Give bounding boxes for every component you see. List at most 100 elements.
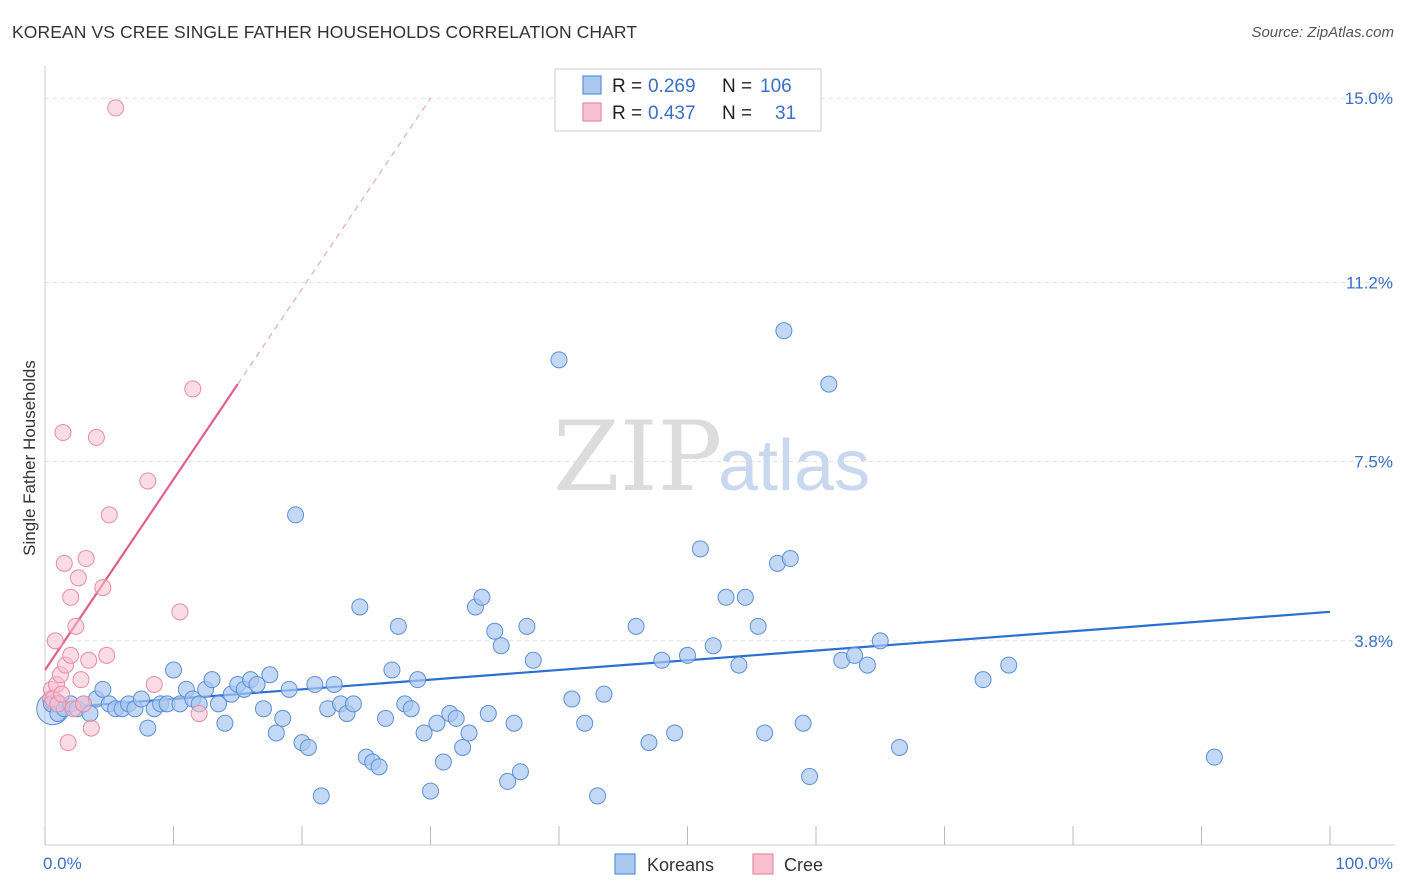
point-koreans (492, 637, 510, 655)
point-koreans (460, 724, 478, 742)
point-cree (139, 472, 157, 490)
point-cree (100, 506, 118, 524)
point-koreans (132, 690, 150, 708)
point-koreans (576, 714, 594, 732)
point-cree (77, 550, 95, 568)
legend-n-label-koreans: N = (722, 76, 752, 97)
point-koreans (511, 763, 529, 781)
x-tick-labels: 0.0% 100.0% (43, 854, 1393, 873)
point-koreans (820, 375, 838, 393)
point-cree (80, 651, 98, 669)
point-cree (94, 579, 112, 597)
watermark-atlas: atlas (718, 426, 870, 506)
point-koreans (730, 656, 748, 674)
point-koreans (736, 588, 754, 606)
point-koreans (299, 738, 317, 756)
point-cree (98, 646, 116, 664)
point-koreans (1205, 748, 1223, 766)
point-cree (171, 603, 189, 621)
bottom-legend-label-cree: Cree (784, 855, 823, 875)
point-koreans (261, 666, 279, 684)
point-koreans (248, 675, 266, 693)
point-koreans (473, 588, 491, 606)
point-koreans (216, 714, 234, 732)
point-koreans (454, 738, 472, 756)
bottom-legend: Koreans Cree (614, 853, 823, 875)
point-koreans (653, 651, 671, 669)
point-koreans (627, 617, 645, 635)
point-cree (82, 719, 100, 737)
point-koreans (550, 351, 568, 369)
point-koreans (203, 671, 221, 689)
point-koreans (415, 724, 433, 742)
point-koreans (165, 661, 182, 679)
watermark: ZIP atlas (553, 401, 870, 513)
x-tick-label-min: 0.0% (43, 854, 82, 873)
source-credit: Source: ZipAtlas.com (1251, 24, 1394, 41)
point-koreans (254, 700, 272, 718)
point-koreans (312, 787, 330, 805)
legend-r-value-koreans: 0.269 (648, 76, 696, 97)
point-koreans (325, 675, 343, 693)
point-koreans (370, 758, 388, 776)
point-koreans (499, 772, 517, 790)
point-koreans (891, 738, 909, 756)
legend-n-label-cree: N = (722, 103, 752, 124)
point-koreans (589, 787, 607, 805)
legend-swatch-cree (582, 102, 602, 122)
point-koreans (409, 671, 427, 689)
point-cree (54, 424, 72, 442)
data-points (36, 99, 1223, 805)
point-koreans (377, 709, 395, 727)
legend-box: R = 0.269 N = 106 R = 0.437 N = 31 (554, 68, 822, 132)
point-cree (62, 588, 80, 606)
point-koreans (505, 714, 523, 732)
legend-n-value-cree: 31 (775, 103, 796, 124)
y-tick-label: 7.5% (1354, 453, 1393, 472)
point-koreans (422, 782, 439, 800)
point-koreans (756, 724, 774, 742)
bottom-legend-swatch-koreans (614, 853, 636, 875)
point-koreans (691, 540, 709, 558)
point-koreans (402, 700, 420, 718)
point-koreans (775, 322, 793, 340)
point-cree (53, 685, 71, 703)
point-koreans (974, 671, 992, 689)
point-cree (184, 380, 202, 398)
point-koreans (563, 690, 581, 708)
point-koreans (274, 709, 292, 727)
legend-r-value-cree: 0.437 (648, 103, 696, 124)
y-tick-label: 15.0% (1345, 89, 1393, 108)
point-koreans (94, 680, 112, 698)
point-koreans (858, 656, 876, 674)
y-axis-label: Single Father Households (20, 360, 39, 556)
point-koreans (871, 632, 889, 650)
point-koreans (749, 617, 767, 635)
point-koreans (518, 617, 536, 635)
point-cree (46, 632, 64, 650)
point-koreans (479, 705, 497, 723)
y-tick-label: 11.2% (1346, 273, 1393, 292)
trend-line-cree-extension (237, 97, 431, 385)
point-koreans (794, 714, 812, 732)
point-cree (72, 671, 90, 689)
point-cree (69, 569, 87, 587)
point-koreans (666, 724, 684, 742)
y-tick-labels: 3.8% 7.5% 11.2% 15.0% (1345, 89, 1393, 651)
chart-title: KOREAN VS CREE SINGLE FATHER HOUSEHOLDS … (12, 22, 638, 42)
point-koreans (486, 622, 504, 640)
point-cree (59, 734, 77, 752)
point-koreans (209, 695, 227, 713)
point-cree (190, 705, 208, 723)
point-koreans (846, 646, 864, 664)
point-koreans (717, 588, 735, 606)
point-koreans (351, 598, 369, 616)
point-koreans (280, 680, 298, 698)
bottom-legend-swatch-cree (752, 853, 774, 875)
point-koreans (306, 675, 324, 693)
point-cree (75, 695, 93, 713)
legend-n-value-koreans: 106 (760, 76, 792, 97)
point-koreans (679, 646, 696, 664)
bottom-legend-label-koreans: Koreans (647, 855, 714, 875)
